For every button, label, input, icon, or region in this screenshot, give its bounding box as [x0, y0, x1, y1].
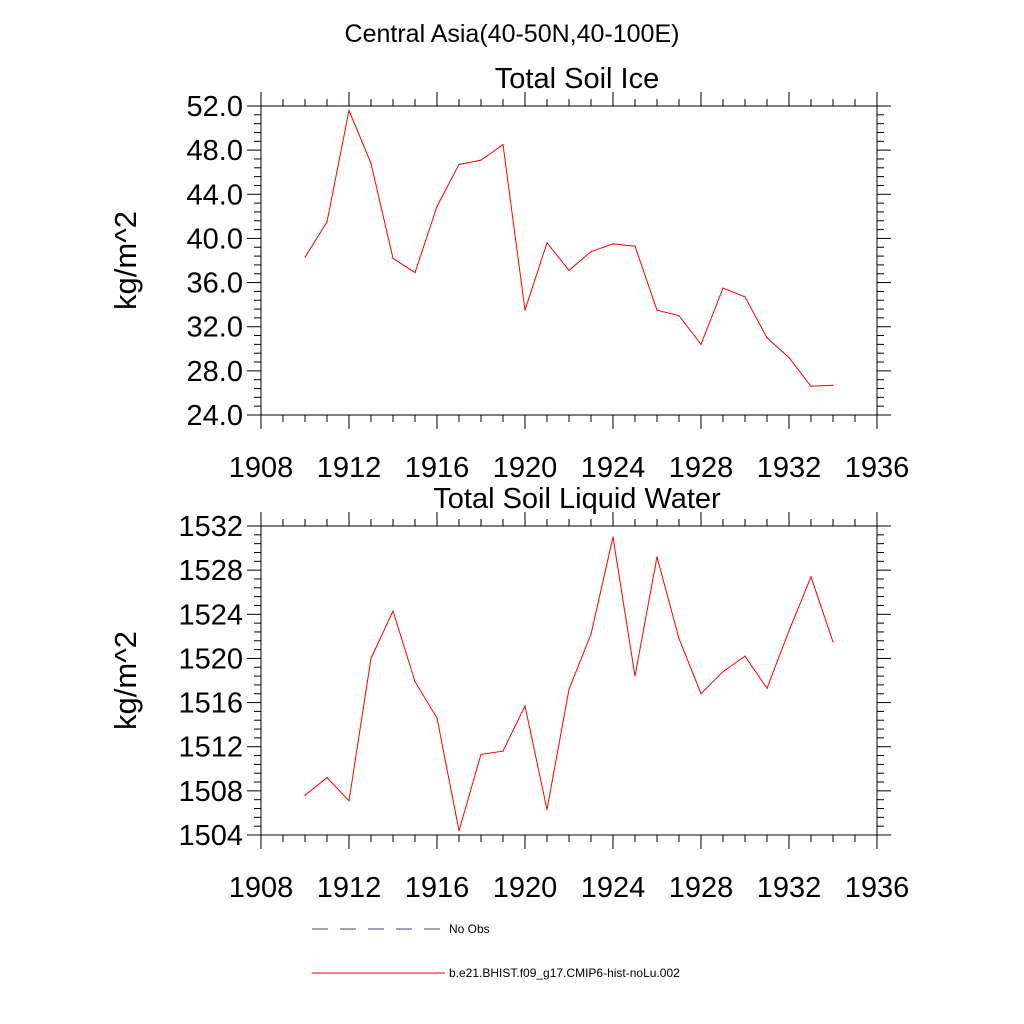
data-point: [392, 610, 394, 612]
plot-frame: [260, 105, 878, 416]
plot-frame: [260, 525, 878, 836]
data-point: [788, 357, 790, 359]
data-point: [634, 675, 636, 677]
data-point: [414, 681, 416, 683]
data-point: [436, 717, 438, 719]
data-point: [348, 800, 350, 802]
data-point: [678, 315, 680, 317]
panel-total-soil-liquid-water: Total Soil Liquid Water kg/m^2 1504 1508 151…: [108, 483, 909, 904]
legend-label-model: b.e21.BHIST.f09_g17.CMIP6-hist-noLu.002: [449, 966, 680, 980]
data-point: [590, 251, 592, 253]
data-point: [700, 693, 702, 695]
data-point: [788, 630, 790, 632]
y-tick-label: 1504: [178, 820, 243, 852]
y-tick-label: 1520: [178, 643, 243, 675]
data-point: [304, 794, 306, 796]
data-point: [700, 343, 702, 345]
main-title: Central Asia(40-50N,40-100E): [345, 20, 680, 48]
data-point: [370, 162, 372, 164]
data-point: [524, 309, 526, 311]
data-point: [766, 337, 768, 339]
data-point: [436, 205, 438, 208]
data-point: [744, 296, 746, 298]
data-point: [304, 256, 306, 258]
series-line: [304, 536, 834, 831]
x-tick-label: 1928: [669, 872, 734, 904]
y-tick-label: 28.0: [187, 356, 243, 388]
data-point: [524, 705, 526, 707]
panel-title: Total Soil Ice: [495, 63, 659, 95]
y-tick-label: 40.0: [187, 223, 243, 255]
data-point: [502, 750, 504, 752]
x-tick-label: 1920: [493, 452, 558, 484]
x-tick-label: 1924: [581, 872, 646, 904]
data-point: [832, 384, 834, 386]
data-point: [656, 309, 658, 311]
y-tick-label: 32.0: [187, 312, 243, 344]
data-point: [656, 556, 658, 558]
y-tick-label: 1532: [178, 511, 243, 543]
data-point: [546, 242, 548, 244]
data-point: [634, 245, 636, 247]
data-point: [810, 385, 812, 387]
x-tick-label: 1916: [405, 452, 470, 484]
x-tick-label: 1908: [229, 452, 294, 484]
data-point: [678, 637, 680, 640]
data-point: [722, 671, 724, 673]
y-tick-label: 24.0: [187, 400, 243, 432]
data-point: [832, 641, 834, 643]
y-axis-label: kg/m^2: [108, 631, 143, 730]
data-point: [810, 576, 812, 578]
data-point: [766, 687, 768, 689]
x-tick-label: 1924: [581, 452, 646, 484]
data-point: [744, 655, 746, 657]
x-tick-label: 1936: [845, 452, 910, 484]
y-tick-label: 1524: [178, 599, 243, 631]
data-point: [326, 777, 328, 779]
y-tick-label: 52.0: [187, 91, 243, 123]
x-tick-label: 1932: [757, 452, 822, 484]
legend-item-model: b.e21.BHIST.f09_g17.CMIP6-hist-noLu.002: [312, 966, 680, 980]
x-tick-label: 1908: [229, 872, 294, 904]
data-point: [414, 272, 416, 274]
x-tick-label: 1936: [845, 872, 910, 904]
series-line: [304, 108, 834, 387]
x-tick-label: 1920: [493, 872, 558, 904]
x-tick-label: 1912: [317, 872, 382, 904]
data-point: [612, 243, 614, 245]
data-point: [348, 109, 350, 112]
data-point: [480, 753, 482, 756]
y-tick-label: 36.0: [187, 268, 243, 300]
data-point: [502, 144, 504, 146]
x-tick-label: 1916: [405, 872, 470, 904]
data-point: [568, 269, 570, 272]
data-point: [370, 657, 372, 660]
y-tick-label: 44.0: [187, 179, 243, 211]
legend-label-no-obs: No Obs: [449, 922, 490, 936]
legend: No Obs b.e21.BHIST.f09_g17.CMIP6-hist-no…: [312, 922, 680, 980]
y-axis-label: kg/m^2: [108, 211, 143, 310]
data-point: [546, 809, 548, 811]
y-tick-label: 1512: [178, 732, 243, 764]
data-point: [568, 688, 570, 690]
data-point: [326, 221, 328, 223]
data-point: [392, 257, 394, 259]
panel-title: Total Soil Liquid Water: [433, 483, 721, 515]
data-point: [590, 633, 592, 635]
x-tick-label: 1928: [669, 452, 734, 484]
data-point: [458, 163, 460, 166]
y-tick-label: 1528: [178, 555, 243, 587]
x-tick-label: 1912: [317, 452, 382, 484]
x-tick-label: 1932: [757, 872, 822, 904]
data-point: [612, 536, 614, 538]
data-point: [722, 287, 724, 289]
y-tick-label: 48.0: [187, 135, 243, 167]
y-tick-label: 1516: [178, 688, 243, 720]
legend-item-no-obs: No Obs: [312, 922, 490, 936]
panel-total-soil-ice: Total Soil Ice kg/m^2 24.0 28.0 32.0 36.0 40.0…: [108, 63, 909, 484]
data-point: [480, 159, 482, 161]
data-point: [458, 829, 460, 832]
y-tick-label: 1508: [178, 776, 243, 808]
